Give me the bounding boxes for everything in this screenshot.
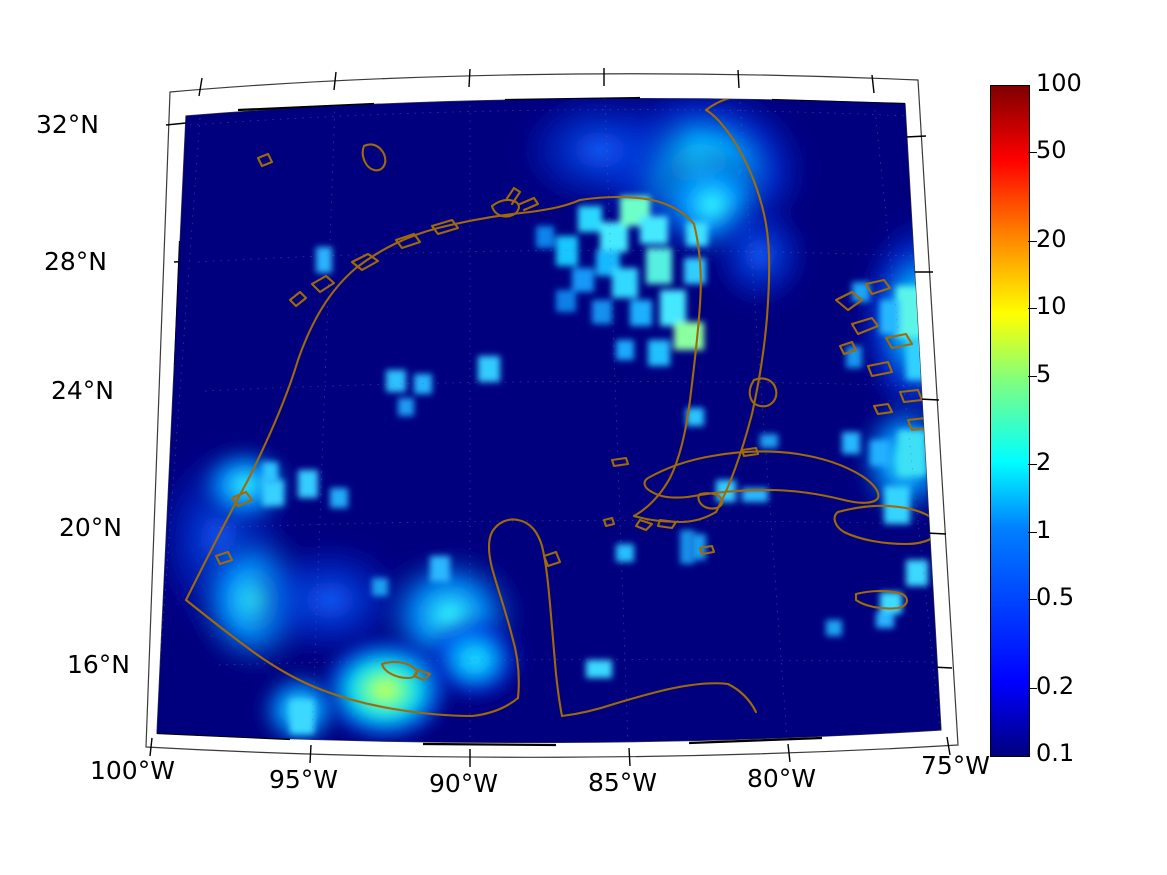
colorbar-tick-20	[1028, 241, 1037, 243]
lon-label-95w: 95°W	[269, 765, 339, 794]
colorbar-tick-50	[1028, 152, 1037, 154]
coastlines	[184, 98, 941, 718]
lat-label-24n: 24°N	[51, 376, 115, 405]
colorbar[interactable]	[990, 85, 1030, 757]
colorbar-tick-2	[1028, 464, 1037, 466]
colorbar-tick-1	[1028, 531, 1037, 533]
lon-label-100w: 100°W	[90, 756, 175, 785]
colorbar-label-0.2: 0.2	[1036, 671, 1075, 700]
colorbar-label-1: 1	[1036, 515, 1052, 544]
colorbar-label-50: 50	[1036, 136, 1067, 165]
colorbar-tick-10	[1028, 308, 1037, 310]
grid-cells-northgulf	[262, 247, 388, 596]
colorbar-label-0.1: 0.1	[1036, 739, 1075, 767]
colorbar-label-100: 100	[1036, 69, 1082, 97]
colorbar-tick-0.5	[1028, 598, 1037, 600]
grid-cells-wfs	[536, 196, 708, 366]
lon-label-85w: 85°W	[588, 768, 658, 797]
data-raster	[157, 98, 941, 743]
colorbar-gradient	[991, 86, 1029, 756]
lon-label-75w: 75°W	[921, 751, 991, 780]
lat-label-32n: 32°N	[36, 110, 100, 139]
lon-label-90w: 90°W	[429, 769, 499, 798]
lat-label-20n: 20°N	[59, 513, 123, 542]
lat-label-16n: 16°N	[67, 650, 131, 679]
grid-cells-midgulf	[262, 356, 706, 734]
graticule	[157, 98, 941, 743]
lat-label-28n: 28°N	[44, 247, 108, 276]
colorbar-tick-0.2	[1028, 687, 1037, 689]
colorbar-tick-5	[1028, 375, 1037, 377]
colorbar-label-20: 20	[1036, 225, 1067, 254]
colorbar-label-10: 10	[1036, 292, 1067, 321]
colorbar-label-5: 5	[1036, 359, 1052, 388]
lon-label-80w: 80°W	[747, 764, 817, 793]
colorbar-label-0.5: 0.5	[1036, 582, 1075, 611]
colorbar-label-2: 2	[1036, 448, 1052, 477]
